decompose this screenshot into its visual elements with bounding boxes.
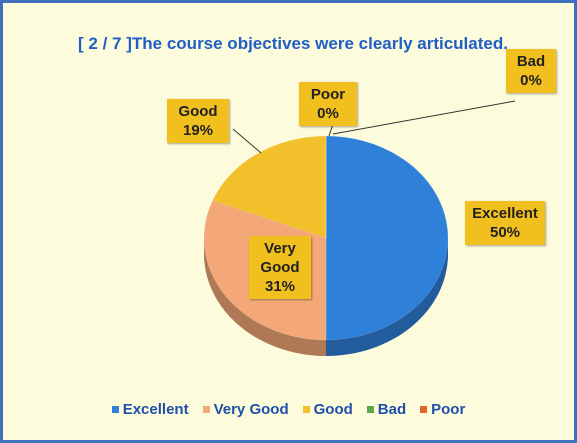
legend-swatch [111, 406, 119, 413]
legend-label: Very Good [213, 401, 289, 418]
data-label: Good 19% [167, 99, 229, 143]
legend-item: Bad [366, 401, 407, 418]
leader-line [332, 100, 516, 135]
legend-item: Poor [420, 401, 465, 418]
legend-swatch [302, 406, 310, 413]
legend-item: Good [302, 401, 353, 418]
data-label: Excellent 50% [465, 201, 545, 245]
data-label-value: 31% [264, 278, 296, 295]
slice [325, 135, 449, 341]
pie [203, 100, 516, 356]
legend-label: Excellent [122, 401, 189, 418]
legend-label: Bad [377, 401, 407, 418]
legend-swatch [420, 406, 428, 413]
slice [212, 135, 327, 239]
legend-label: Poor [431, 401, 466, 418]
data-label: Poor 0% [299, 82, 357, 126]
data-label-category: Good [178, 103, 218, 120]
data-label-value: 0% [520, 72, 542, 89]
legend-label: Good [313, 401, 353, 418]
data-label-value: 50% [489, 224, 521, 241]
legend-swatch [366, 406, 374, 413]
data-label-value: 0% [317, 105, 339, 122]
data-label-category: Excellent [472, 205, 538, 222]
data-label: Very Good 31% [249, 236, 311, 299]
leader-line [328, 123, 334, 137]
data-label-category: Bad [516, 53, 546, 70]
legend-swatch [202, 406, 210, 413]
data-label-category: Poor [310, 86, 346, 103]
chart-title: [ 2 / 7 ]The course objectives were clea… [78, 34, 508, 53]
leader-line [232, 128, 262, 154]
legend-item: Very Good [202, 401, 289, 418]
data-label: Bad 0% [506, 49, 556, 93]
data-label-value: 19% [182, 122, 214, 139]
legend: Excellent Very Good Good Bad Poor [3, 401, 574, 418]
data-label-category: Very Good [260, 240, 300, 276]
legend-item: Excellent [111, 401, 189, 418]
